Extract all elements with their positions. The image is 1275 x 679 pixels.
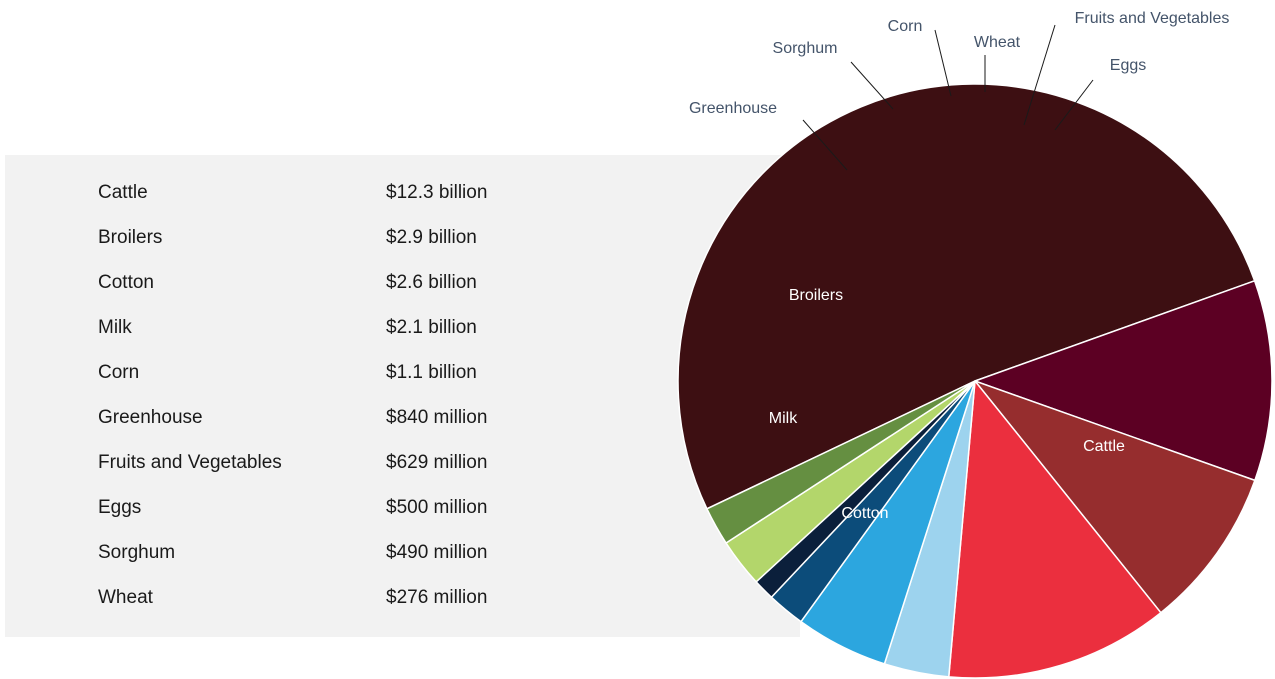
pie-label-broilers: Broilers	[789, 287, 843, 304]
commodity-value: $2.9 billion	[386, 227, 477, 248]
pie-slice-broilers	[948, 380, 1162, 679]
leader-line-greenhouse	[802, 119, 848, 171]
table-row: Greenhouse $840 million	[98, 395, 658, 440]
commodity-value: $2.6 billion	[386, 272, 477, 293]
commodity-name: Broilers	[98, 227, 163, 248]
commodity-name: Milk	[98, 317, 132, 338]
commodity-value: $490 million	[386, 542, 488, 563]
pie-label-sorghum: Sorghum	[773, 40, 838, 57]
leader-line-fruits-and-vegetables	[1023, 24, 1056, 126]
pie-label-greenhouse: Greenhouse	[689, 100, 777, 117]
commodity-value: $629 million	[386, 452, 488, 473]
pie-slices	[677, 83, 1273, 679]
pie-label-milk: Milk	[769, 410, 798, 427]
commodity-name: Cattle	[98, 182, 148, 203]
table-row: Cattle $12.3 billion	[98, 170, 658, 215]
table-row: Fruits and Vegetables $629 million	[98, 440, 658, 485]
table-row: Eggs $500 million	[98, 485, 658, 530]
pie-label-wheat: Wheat	[974, 34, 1021, 51]
commodity-name: Corn	[98, 362, 140, 383]
pie-slice-cattle	[677, 83, 1256, 510]
commodity-name: Sorghum	[98, 542, 176, 563]
commodity-value: $1.1 billion	[386, 362, 477, 383]
commodity-name: Cotton	[98, 272, 154, 293]
commodity-value: $500 million	[386, 497, 488, 518]
pie-label-eggs: Eggs	[1110, 57, 1146, 74]
pie-label-cattle: Cattle	[1083, 438, 1125, 455]
commodity-table-panel: Cattle $12.3 billion Broilers $2.9 billi…	[5, 155, 800, 637]
commodity-name: Greenhouse	[98, 407, 203, 428]
pie-label-fruits-and-vegetables: Fruits and Vegetables	[1075, 10, 1230, 27]
commodity-name: Fruits and Vegetables	[98, 452, 282, 473]
table-row: Sorghum $490 million	[98, 530, 658, 575]
leader-line-sorghum	[850, 61, 894, 110]
leader-line-eggs	[1054, 79, 1094, 131]
pie-leader-lines	[802, 24, 1094, 171]
table-row: Cotton $2.6 billion	[98, 260, 658, 305]
commodity-value: $276 million	[386, 587, 488, 608]
table-row: Milk $2.1 billion	[98, 305, 658, 350]
pie-slice-eggs	[706, 380, 976, 544]
commodity-value: $12.3 billion	[386, 182, 488, 203]
table-row: Wheat $276 million	[98, 575, 658, 620]
table-row: Broilers $2.9 billion	[98, 215, 658, 260]
pie-slice-cotton	[974, 280, 1273, 482]
leader-line-corn	[934, 29, 952, 97]
commodity-name: Eggs	[98, 497, 142, 518]
pie-slice-milk	[974, 380, 1256, 614]
commodity-value: $840 million	[386, 407, 488, 428]
pie-label-corn: Corn	[888, 18, 923, 35]
commodity-name: Wheat	[98, 587, 153, 608]
commodity-value: $2.1 billion	[386, 317, 477, 338]
pie-label-cotton: Cotton	[841, 505, 888, 522]
table-row: Corn $1.1 billion	[98, 350, 658, 395]
pie-labels: Cattle Cotton Milk Broilers Greenhouse Sorghu…	[689, 10, 1229, 522]
